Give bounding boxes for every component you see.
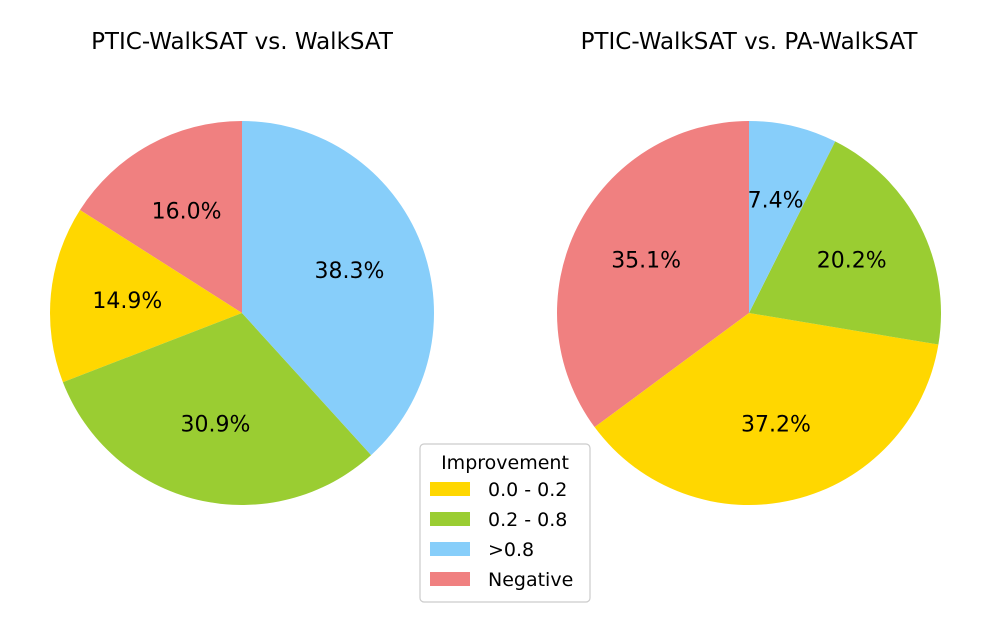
pie-right-label-3: 35.1%	[611, 249, 681, 274]
pie-left-label-0: 14.9%	[92, 289, 162, 314]
pie-right-slice-2	[749, 121, 836, 313]
legend-swatch-2	[430, 542, 470, 556]
pie-left-slice-0	[50, 209, 242, 383]
pie-left-label-1: 30.9%	[181, 413, 251, 438]
legend: Improvement 0.0 - 0.2 0.2 - 0.8 >0.8 Negati…	[419, 443, 591, 603]
pie-right-label-0: 37.2%	[741, 413, 811, 438]
legend-title: Improvement	[441, 452, 569, 474]
pie-left-label-3: 16.0%	[152, 200, 222, 225]
pie-chart-left: 16.0% 14.9% 30.9% 38.3%	[50, 121, 434, 505]
legend-label-0: 0.0 - 0.2	[488, 479, 567, 501]
pie-right-slice-3	[557, 121, 749, 428]
chart-title-left: PTIC-WalkSAT vs. WalkSAT	[91, 29, 394, 55]
pie-left-slice-1	[62, 313, 372, 505]
pie-chart-right: 35.1% 37.2% 20.2% 7.4%	[557, 121, 941, 506]
legend-swatch-1	[430, 512, 470, 526]
pie-right-slice-0	[594, 313, 939, 506]
pie-left-label-2: 38.3%	[315, 259, 385, 284]
pie-right-label-1: 20.2%	[817, 248, 887, 273]
legend-label-3: Negative	[488, 569, 573, 591]
legend-label-1: 0.2 - 0.8	[488, 509, 567, 531]
pie-left-slice-3	[79, 121, 243, 313]
legend-swatch-0	[430, 482, 470, 496]
pie-right-slice-1	[749, 141, 941, 345]
pie-left-slice-2	[242, 121, 434, 456]
chart-title-right: PTIC-WalkSAT vs. PA-WalkSAT	[581, 29, 919, 55]
pie-right-label-2: 7.4%	[748, 188, 804, 213]
legend-swatch-3	[430, 572, 470, 586]
legend-label-2: >0.8	[488, 539, 534, 561]
